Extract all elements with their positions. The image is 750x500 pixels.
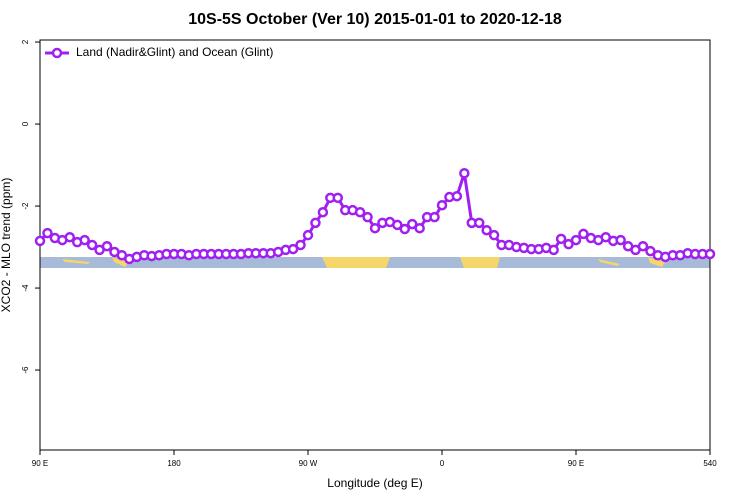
data-point	[302, 229, 314, 241]
data-point	[317, 206, 329, 218]
legend-label: Land (Nadir&Glint) and Ocean (Glint)	[76, 45, 273, 59]
data-point	[548, 244, 559, 256]
data-point	[42, 227, 53, 239]
data-point	[406, 218, 418, 230]
data-point	[473, 217, 485, 229]
data-point	[79, 234, 90, 246]
data-point	[555, 233, 567, 245]
data-point	[369, 222, 381, 234]
data-point	[362, 211, 373, 223]
legend-marker	[51, 47, 63, 59]
data-point	[488, 229, 500, 241]
data-point	[481, 224, 492, 236]
data-point	[578, 228, 589, 240]
data-point	[101, 240, 113, 252]
y-axis-label: XCO2 - MLO trend (ppm)	[0, 178, 13, 313]
data-point	[563, 238, 574, 250]
land-patch	[598, 259, 620, 266]
land-patch	[322, 257, 390, 268]
x-axis-label: Longitude (deg E)	[327, 476, 422, 490]
data-point	[354, 206, 366, 218]
chart-title: 10S-5S October (Ver 10) 2015-01-01 to 20…	[188, 11, 562, 28]
data-point	[645, 245, 656, 257]
data-point	[64, 231, 76, 243]
data-point	[34, 235, 46, 247]
data-point	[295, 239, 306, 251]
land-patch	[112, 257, 128, 267]
data-point	[451, 190, 463, 202]
data-point	[310, 217, 321, 229]
data-point	[459, 168, 470, 179]
y-tick-label: 0	[21, 121, 30, 126]
data-point	[332, 192, 344, 204]
x-tick-label: 90 E	[568, 459, 584, 468]
y-tick-label: -2	[21, 202, 30, 210]
data-point	[429, 211, 440, 223]
data-point	[637, 240, 649, 252]
data-point	[86, 239, 98, 251]
data-point	[399, 223, 411, 235]
data-point	[436, 199, 448, 211]
data-point	[392, 219, 403, 231]
data-point	[615, 234, 626, 246]
y-tick-label: 2	[21, 39, 30, 44]
land-patch	[460, 257, 500, 268]
x-tick-label: 0	[440, 459, 445, 468]
data-point	[570, 234, 582, 246]
y-tick-label: -4	[21, 284, 30, 292]
land-patch	[62, 259, 90, 264]
land-patch	[648, 257, 665, 267]
x-tick-label: 90 W	[299, 459, 318, 468]
data-point	[287, 243, 299, 255]
y-tick-label: -6	[21, 366, 30, 374]
map-strip	[40, 257, 710, 268]
x-tick-label: 90 E	[32, 459, 48, 468]
data-point	[414, 222, 425, 234]
x-tick-label: 180	[167, 459, 181, 468]
data-point	[704, 248, 716, 260]
x-tick-label: 540	[703, 459, 717, 468]
